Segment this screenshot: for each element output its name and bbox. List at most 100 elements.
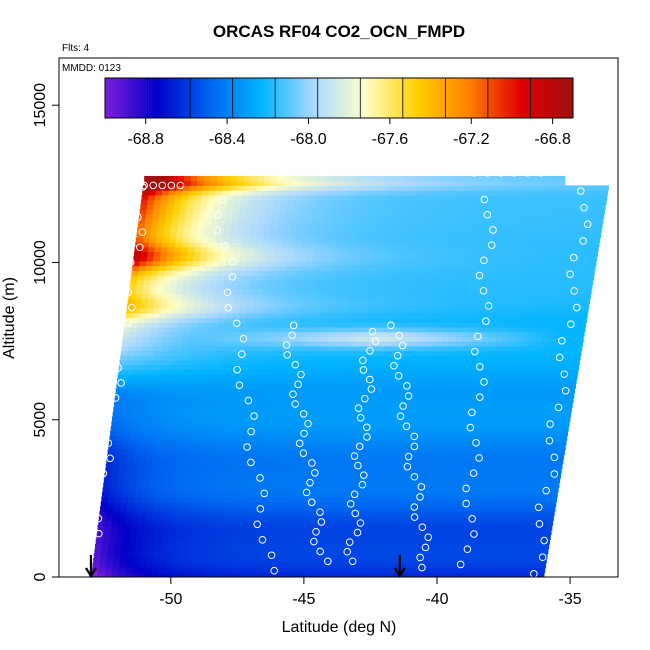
- heatmap-cell: [337, 421, 345, 427]
- heatmap-cell: [458, 562, 466, 569]
- heatmap-cell: [462, 529, 471, 536]
- heatmap-cell: [441, 487, 450, 493]
- heatmap-cell: [331, 463, 340, 470]
- heatmap-cell: [156, 435, 164, 441]
- heatmap-cell: [502, 529, 511, 536]
- heatmap-cell: [149, 487, 157, 493]
- heatmap-cell: [145, 312, 154, 319]
- heatmap-cell: [289, 529, 298, 536]
- heatmap-cell: [237, 421, 246, 427]
- heatmap-cell: [252, 359, 260, 366]
- heatmap-cell: [244, 520, 252, 526]
- heatmap-cell: [109, 487, 117, 493]
- heatmap-cell: [230, 275, 238, 281]
- heatmap-cell: [361, 341, 369, 347]
- heatmap-cell: [325, 411, 333, 418]
- heatmap-cell: [379, 459, 387, 465]
- heatmap-cell: [177, 477, 185, 484]
- heatmap-cell: [515, 331, 524, 337]
- heatmap-cell: [324, 567, 333, 573]
- heatmap-cell: [453, 397, 462, 404]
- heatmap-cell: [276, 383, 284, 389]
- heatmap-cell: [174, 350, 182, 356]
- heatmap-cell: [120, 449, 129, 455]
- heatmap-cell: [271, 468, 279, 474]
- heatmap-cell: [203, 331, 211, 337]
- heatmap-cell: [221, 293, 229, 300]
- heatmap-cell: [230, 525, 238, 531]
- heatmap-cell: [157, 374, 165, 380]
- heatmap-cell: [355, 539, 363, 545]
- heatmap-cell: [570, 369, 579, 375]
- heatmap-cell: [382, 430, 391, 437]
- heatmap-cell: [423, 279, 431, 286]
- heatmap-cell: [518, 510, 526, 517]
- heatmap-cell: [277, 426, 285, 432]
- heatmap-cell: [295, 237, 303, 243]
- heatmap-cell: [288, 487, 297, 493]
- heatmap-cell: [447, 345, 455, 352]
- heatmap-cell: [480, 449, 488, 455]
- heatmap-cell: [533, 496, 542, 503]
- heatmap-cell: [354, 345, 362, 352]
- heatmap-cell: [437, 369, 445, 375]
- heatmap-cell: [104, 473, 112, 479]
- heatmap-cell: [559, 303, 567, 309]
- heatmap-cell: [95, 539, 103, 545]
- heatmap-cell: [433, 454, 441, 460]
- heatmap-cell: [496, 529, 504, 536]
- heatmap-cell: [301, 293, 309, 300]
- heatmap-cell: [548, 539, 550, 545]
- heatmap-cell: [515, 534, 523, 540]
- heatmap-cell: [401, 543, 409, 550]
- heatmap-cell: [149, 331, 158, 337]
- heatmap-cell: [231, 270, 239, 276]
- heatmap-cell: [240, 298, 249, 304]
- heatmap-cell: [411, 265, 419, 271]
- heatmap-cell: [148, 341, 156, 347]
- heatmap-cell: [165, 312, 174, 319]
- heatmap-cell: [433, 548, 442, 555]
- heatmap-cell: [220, 449, 228, 455]
- heatmap-cell: [326, 303, 334, 309]
- heatmap-cell: [337, 525, 345, 531]
- heatmap-cell: [524, 520, 532, 526]
- heatmap-cell: [348, 336, 357, 342]
- heatmap-cell: [160, 501, 168, 507]
- heatmap-cell: [202, 539, 210, 545]
- heatmap-cell: [346, 303, 354, 309]
- heatmap-cell: [479, 402, 488, 408]
- heatmap-cell: [517, 322, 525, 328]
- heatmap-cell: [383, 525, 391, 531]
- heatmap-cell: [429, 383, 437, 389]
- heatmap-cell: [211, 265, 220, 271]
- heatmap-cell: [293, 350, 302, 356]
- heatmap-cell: [170, 477, 178, 484]
- heatmap-cell: [329, 284, 337, 290]
- heatmap-cell: [179, 407, 188, 413]
- heatmap-cell: [177, 326, 185, 333]
- heatmap-cell: [334, 444, 342, 451]
- heatmap-cell: [135, 388, 143, 394]
- heatmap-cell: [175, 392, 183, 399]
- heatmap-cell: [330, 473, 338, 479]
- heatmap-cell: [202, 237, 210, 243]
- heatmap-cell: [526, 350, 534, 356]
- heatmap-cell: [160, 449, 169, 455]
- heatmap-cell: [461, 440, 469, 446]
- heatmap-cell: [392, 510, 400, 517]
- heatmap-cell: [385, 359, 393, 366]
- heatmap-cell: [206, 506, 214, 512]
- heatmap-cell: [119, 407, 128, 413]
- heatmap-cell: [216, 378, 225, 385]
- heatmap-cell: [448, 388, 456, 394]
- heatmap-cell: [510, 520, 519, 526]
- heatmap-cell: [184, 572, 192, 577]
- heatmap-cell: [362, 331, 371, 337]
- heatmap-cell: [289, 383, 297, 389]
- heatmap-cell: [257, 473, 265, 479]
- heatmap-cell: [319, 359, 327, 366]
- heatmap-cell: [547, 543, 550, 550]
- heatmap-cell: [147, 298, 155, 304]
- heatmap-cell: [274, 397, 282, 404]
